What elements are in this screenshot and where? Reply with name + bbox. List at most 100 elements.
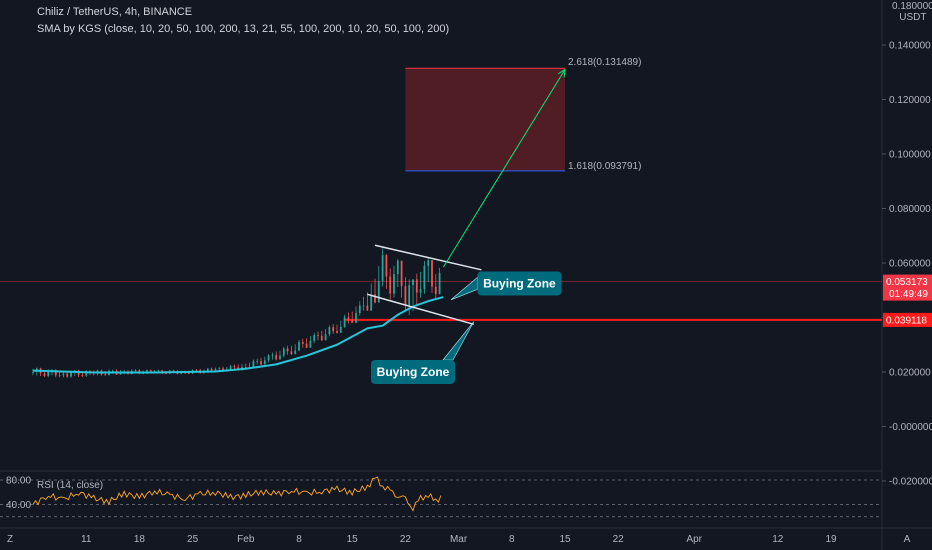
chart-title: Chiliz / TetherUS, 4h, BINANCE bbox=[37, 6, 193, 18]
candle-body bbox=[111, 370, 114, 372]
rsi-level-label: 80.00 bbox=[6, 476, 31, 487]
candle[interactable] bbox=[313, 332, 316, 344]
candle[interactable] bbox=[427, 256, 430, 283]
candle-body bbox=[172, 370, 175, 372]
rsi-pane[interactable]: RSI (14, close) 80.00 40.00 bbox=[0, 476, 882, 518]
candle-body bbox=[415, 279, 418, 293]
candle[interactable] bbox=[434, 274, 437, 299]
channel-upper-line[interactable] bbox=[374, 244, 482, 271]
quote-unit-label: USDT bbox=[899, 12, 927, 23]
candle[interactable] bbox=[305, 338, 308, 349]
buying-zone-callout[interactable]: Buying Zone bbox=[371, 321, 475, 384]
candle[interactable] bbox=[377, 266, 380, 303]
candle[interactable] bbox=[332, 324, 335, 334]
candle-body bbox=[427, 260, 430, 266]
price-axis[interactable]: -0.020000-0.0000000.0200000.0400000.0600… bbox=[882, 0, 932, 488]
fib-target-box[interactable] bbox=[405, 68, 565, 171]
rsi-line[interactable] bbox=[32, 476, 442, 512]
candle[interactable] bbox=[366, 292, 369, 311]
candle[interactable] bbox=[343, 314, 346, 328]
candle[interactable] bbox=[317, 331, 319, 341]
candle-body bbox=[324, 334, 327, 341]
candle[interactable] bbox=[252, 359, 255, 368]
candle-body bbox=[438, 272, 441, 295]
candle[interactable] bbox=[389, 268, 392, 300]
indicator-legend[interactable]: SMA by KGS (close, 10, 20, 50, 100, 200,… bbox=[37, 23, 450, 35]
candle[interactable] bbox=[271, 352, 274, 360]
candle[interactable] bbox=[320, 330, 323, 341]
candle[interactable] bbox=[85, 369, 88, 377]
candle[interactable] bbox=[415, 273, 418, 306]
sma-line[interactable] bbox=[32, 296, 444, 374]
candle[interactable] bbox=[290, 345, 293, 356]
candle[interactable] bbox=[339, 320, 342, 333]
candle[interactable] bbox=[385, 254, 388, 289]
candle[interactable] bbox=[431, 260, 433, 293]
candle[interactable] bbox=[400, 260, 403, 298]
candle[interactable] bbox=[328, 325, 331, 337]
candle[interactable] bbox=[351, 311, 354, 323]
candle-body bbox=[370, 294, 373, 311]
candle-body bbox=[332, 327, 335, 331]
time-tick-label: 8 bbox=[509, 534, 515, 545]
candle[interactable] bbox=[282, 346, 285, 358]
candle-body bbox=[275, 354, 278, 360]
candle[interactable] bbox=[256, 358, 259, 365]
candle[interactable] bbox=[419, 271, 422, 298]
candle[interactable] bbox=[301, 338, 304, 348]
candle[interactable] bbox=[355, 306, 357, 323]
candle[interactable] bbox=[358, 301, 361, 316]
candle[interactable] bbox=[381, 248, 384, 287]
channel-lower-line[interactable] bbox=[367, 293, 475, 326]
candle[interactable] bbox=[263, 356, 266, 365]
time-tick-label: 12 bbox=[772, 534, 784, 545]
candle[interactable] bbox=[324, 329, 327, 341]
candle[interactable] bbox=[362, 296, 365, 311]
price-axis-unit[interactable]: 0.180000 USDT bbox=[892, 1, 932, 23]
candle[interactable] bbox=[32, 368, 34, 376]
bar-countdown: 01:49:49 bbox=[889, 289, 928, 300]
candle[interactable] bbox=[279, 350, 281, 360]
auto-scale-icon[interactable]: A bbox=[904, 534, 911, 545]
candle[interactable] bbox=[396, 258, 399, 288]
candle[interactable] bbox=[370, 283, 373, 311]
candle-body bbox=[210, 368, 213, 371]
candle[interactable] bbox=[423, 260, 426, 294]
candle-body bbox=[263, 360, 266, 365]
candle[interactable] bbox=[294, 344, 297, 355]
support-price-tag[interactable] bbox=[883, 312, 932, 327]
candle[interactable] bbox=[298, 339, 300, 352]
candle[interactable] bbox=[267, 353, 270, 363]
candle[interactable] bbox=[233, 364, 236, 370]
candle-body bbox=[282, 348, 285, 356]
candle[interactable] bbox=[260, 357, 262, 366]
time-tick-label: 15 bbox=[559, 534, 571, 545]
candle[interactable] bbox=[336, 324, 338, 334]
candle-body bbox=[393, 273, 395, 294]
candle[interactable] bbox=[374, 278, 376, 304]
time-tick-label: 25 bbox=[187, 534, 199, 545]
candle[interactable] bbox=[275, 351, 278, 361]
projection-arrow[interactable] bbox=[442, 69, 566, 268]
candle-body bbox=[165, 373, 167, 375]
candle-body bbox=[404, 286, 407, 305]
candle[interactable] bbox=[438, 267, 441, 295]
candle[interactable] bbox=[347, 312, 350, 324]
timezone-icon[interactable]: Z bbox=[7, 534, 13, 545]
price-tick-label: 0.020000 bbox=[889, 368, 931, 379]
candle-body bbox=[104, 374, 107, 376]
time-axis[interactable]: Z 11 18 25 Feb 8 15 22 Mar 8 15 22 Apr 12 19 A bbox=[7, 534, 911, 545]
buying-zone-callout[interactable]: Buying Zone bbox=[450, 271, 562, 301]
price-tick-label: -0.020000 bbox=[889, 477, 932, 488]
candle-body bbox=[313, 335, 316, 341]
candle[interactable] bbox=[393, 265, 395, 298]
current-price-tag[interactable] bbox=[883, 274, 932, 301]
rsi-title[interactable]: RSI (14, close) bbox=[37, 480, 103, 491]
candle[interactable] bbox=[309, 336, 312, 348]
candle-body bbox=[279, 355, 281, 360]
projection-arrow-head bbox=[557, 68, 566, 78]
candle[interactable] bbox=[286, 345, 289, 355]
candle-body bbox=[119, 373, 122, 375]
main-pane[interactable]: 2.618(0.131489) 1.618(0.093791) Buying Zon… bbox=[0, 57, 882, 384]
